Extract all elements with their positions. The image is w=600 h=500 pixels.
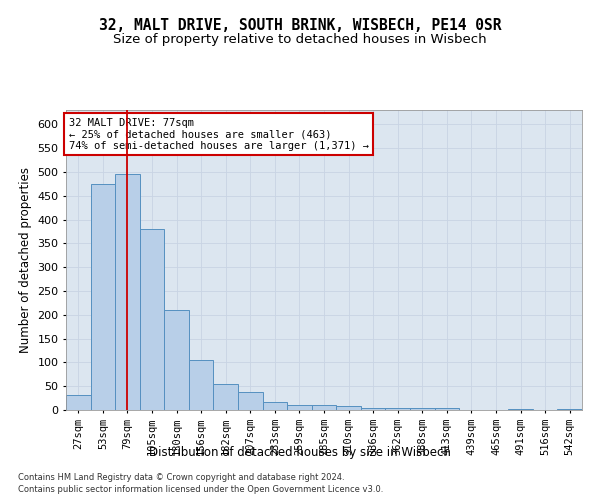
Bar [189, 360, 214, 410]
Bar [214, 384, 238, 410]
Bar [263, 402, 287, 410]
Text: Contains public sector information licensed under the Open Government Licence v3: Contains public sector information licen… [18, 485, 383, 494]
Bar [164, 310, 189, 410]
Bar [238, 392, 263, 410]
Text: 32 MALT DRIVE: 77sqm
← 25% of detached houses are smaller (463)
74% of semi-deta: 32 MALT DRIVE: 77sqm ← 25% of detached h… [68, 118, 368, 150]
Text: Contains HM Land Registry data © Crown copyright and database right 2024.: Contains HM Land Registry data © Crown c… [18, 472, 344, 482]
Text: 32, MALT DRIVE, SOUTH BRINK, WISBECH, PE14 0SR: 32, MALT DRIVE, SOUTH BRINK, WISBECH, PE… [99, 18, 501, 32]
Bar [434, 408, 459, 410]
Text: Size of property relative to detached houses in Wisbech: Size of property relative to detached ho… [113, 32, 487, 46]
Bar [508, 408, 533, 410]
Text: Distribution of detached houses by size in Wisbech: Distribution of detached houses by size … [149, 446, 451, 459]
Y-axis label: Number of detached properties: Number of detached properties [19, 167, 32, 353]
Bar [115, 174, 140, 410]
Bar [140, 229, 164, 410]
Bar [91, 184, 115, 410]
Bar [287, 405, 312, 410]
Bar [557, 408, 582, 410]
Bar [336, 406, 361, 410]
Bar [66, 395, 91, 410]
Bar [312, 405, 336, 410]
Bar [361, 408, 385, 410]
Bar [410, 408, 434, 410]
Bar [385, 408, 410, 410]
